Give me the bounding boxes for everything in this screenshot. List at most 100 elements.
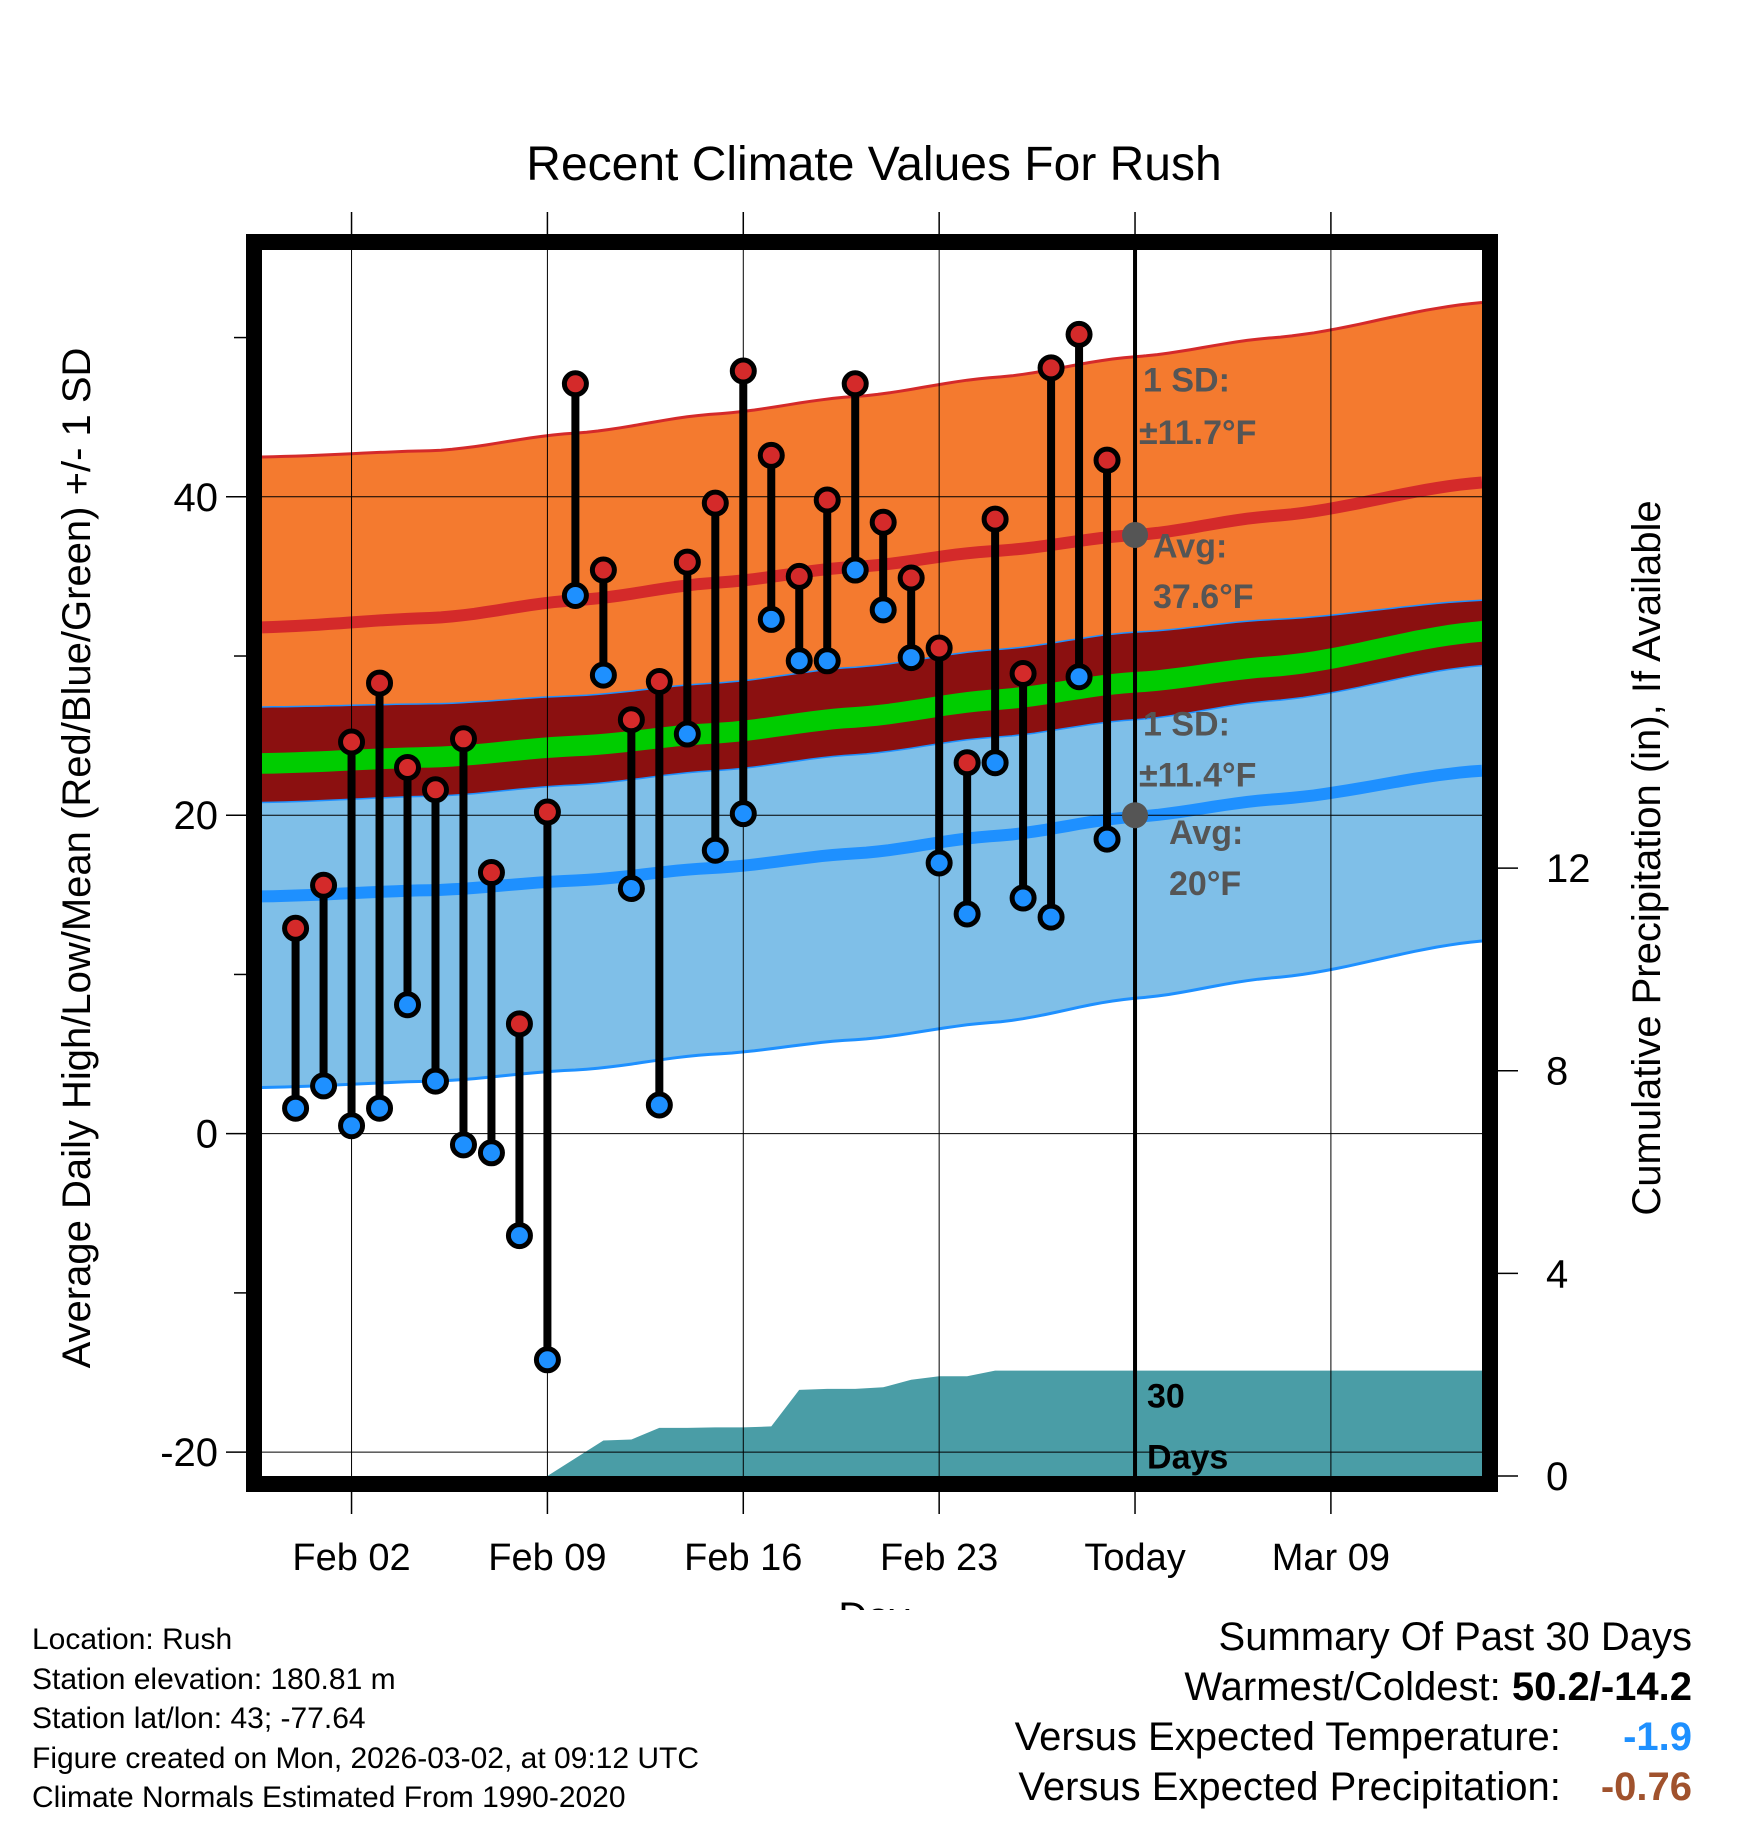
plot-area: 1 SD: ±11.7°F Avg: 37.6°F 1 SD: ±11.4°F Avg: 20… xyxy=(160,212,1591,1579)
high-plus-sd-edge xyxy=(262,301,1482,459)
high-avg-label: Avg: xyxy=(1153,527,1227,565)
daily-high-point xyxy=(841,370,869,398)
daily-high-point xyxy=(813,486,841,514)
normals-text: Climate Normals Estimated From 1990-2020 xyxy=(32,1781,626,1814)
daily-low-point xyxy=(366,1094,394,1122)
precip-departure-row: Versus Expected Precipitation: -0.76 xyxy=(1015,1762,1692,1812)
daily-low-point xyxy=(282,1094,310,1122)
y2-tick-label: 4 xyxy=(1546,1252,1568,1296)
daily-low-point xyxy=(645,1091,673,1119)
low-sd-band xyxy=(262,665,1482,1088)
y2-tick-label: 0 xyxy=(1546,1455,1568,1499)
daily-high-point xyxy=(869,508,897,536)
daily-high-point xyxy=(645,667,673,695)
y-axis-label: Average Daily High/Low/Mean (Red/Blue/Gr… xyxy=(55,348,99,1369)
high-sd-label: 1 SD: xyxy=(1143,362,1230,400)
y-tick-label: 0 xyxy=(196,1113,218,1157)
daily-low-point xyxy=(505,1222,533,1250)
high-avg-value: 37.6°F xyxy=(1153,578,1254,616)
elevation-text: Station elevation: 180.81 m xyxy=(32,1662,396,1696)
location-text: Location: Rush xyxy=(32,1623,233,1656)
daily-high-point xyxy=(366,669,394,697)
daily-high-point xyxy=(505,1010,533,1038)
x-tick-label: Feb 09 xyxy=(488,1537,606,1579)
station-info: Location: Rush Station elevation: 180.81… xyxy=(32,1620,699,1818)
y2-tick-label: 12 xyxy=(1546,847,1591,891)
daily-high-point xyxy=(981,505,1009,533)
daily-low-point xyxy=(1009,884,1037,912)
precip-departure-value: -0.76 xyxy=(1600,1765,1692,1809)
temp-departure-label: Versus Expected Temperature: xyxy=(1014,1715,1561,1759)
today-high-average-marker xyxy=(1122,522,1149,549)
y2-axis-label: Cumulative Precipitation (in), If Availa… xyxy=(1625,500,1669,1215)
precip-days-label-number: 30 xyxy=(1147,1378,1185,1416)
warmest-coldest-value: 50.2/-14.2 xyxy=(1511,1665,1692,1709)
daily-low-point xyxy=(673,720,701,748)
climate-chart: Recent Climate Values For Rush 1 SD: ±11.… xyxy=(55,138,1669,1610)
x-tick-label: Feb 23 xyxy=(880,1537,998,1579)
daily-high-point xyxy=(1009,660,1037,688)
daily-high-point xyxy=(757,441,785,469)
daily-high-point xyxy=(394,753,422,781)
daily-high-point xyxy=(533,798,561,826)
daily-high-point xyxy=(673,548,701,576)
daily-low-point xyxy=(617,874,645,902)
latlon-text: Station lat/lon: 43; -77.64 xyxy=(32,1702,366,1735)
daily-low-point xyxy=(813,647,841,675)
daily-low-point xyxy=(757,605,785,633)
plot-frame xyxy=(246,234,1498,1492)
low-avg-value: 20°F xyxy=(1169,865,1241,903)
daily-low-point xyxy=(729,800,757,828)
daily-high-point xyxy=(925,634,953,662)
precip-days-label-word: Days xyxy=(1147,1438,1228,1476)
y2-tick-label: 8 xyxy=(1546,1050,1568,1094)
daily-low-point xyxy=(869,596,897,624)
daily-low-point xyxy=(953,900,981,928)
daily-low-point xyxy=(589,661,617,689)
high-sd-value: ±11.7°F xyxy=(1139,414,1256,452)
daily-high-point xyxy=(729,357,757,385)
warmest-coldest-label: Warmest/Coldest: xyxy=(1184,1665,1501,1709)
summary-panel: Summary Of Past 30 Days Warmest/Coldest:… xyxy=(1015,1612,1692,1812)
summary-title: Summary Of Past 30 Days xyxy=(1218,1615,1692,1659)
mean-line xyxy=(262,621,1482,774)
daily-low-point xyxy=(981,749,1009,777)
daily-low-point xyxy=(477,1139,505,1167)
temp-departure-value: -1.9 xyxy=(1623,1715,1692,1759)
daily-high-point xyxy=(953,749,981,777)
daily-low-point xyxy=(449,1131,477,1159)
daily-low-point xyxy=(1065,663,1093,691)
daily-high-point xyxy=(617,706,645,734)
daily-low-point xyxy=(897,644,925,672)
x-tick-label: Mar 09 xyxy=(1272,1537,1390,1579)
low-sd-label: 1 SD: xyxy=(1143,706,1230,744)
temp-departure-row: Versus Expected Temperature: -1.9 xyxy=(1015,1712,1692,1762)
created-text: Figure created on Mon, 2026-03-02, at 09… xyxy=(32,1741,700,1775)
daily-low-point xyxy=(421,1067,449,1095)
daily-high-point xyxy=(701,489,729,517)
daily-high-point xyxy=(282,914,310,942)
high-minus-sd-edge xyxy=(262,599,1482,708)
x-axis-label: Day xyxy=(838,1595,909,1610)
daily-high-point xyxy=(785,562,813,590)
daily-low-point xyxy=(338,1112,366,1140)
daily-low-point xyxy=(925,849,953,877)
chart-title: Recent Climate Values For Rush xyxy=(526,138,1221,191)
daily-low-point xyxy=(1037,903,1065,931)
precip-departure-label: Versus Expected Precipitation: xyxy=(1018,1765,1561,1809)
x-tick-label: Feb 02 xyxy=(292,1537,410,1579)
daily-high-point xyxy=(338,728,366,756)
daily-high-point xyxy=(897,564,925,592)
daily-high-point xyxy=(449,725,477,753)
daily-high-point xyxy=(477,859,505,887)
daily-low-point xyxy=(310,1072,338,1100)
high-average-line xyxy=(262,476,1482,634)
cumulative-precip-area xyxy=(547,1370,1482,1476)
daily-high-point xyxy=(421,776,449,804)
daily-high-point xyxy=(1093,446,1121,474)
x-tick-label: Today xyxy=(1084,1537,1185,1579)
daily-high-point xyxy=(310,871,338,899)
x-tick-label: Feb 16 xyxy=(684,1537,802,1579)
daily-low-point xyxy=(561,582,589,610)
warmest-coldest-row: Warmest/Coldest: 50.2/-14.2 xyxy=(1015,1662,1692,1712)
